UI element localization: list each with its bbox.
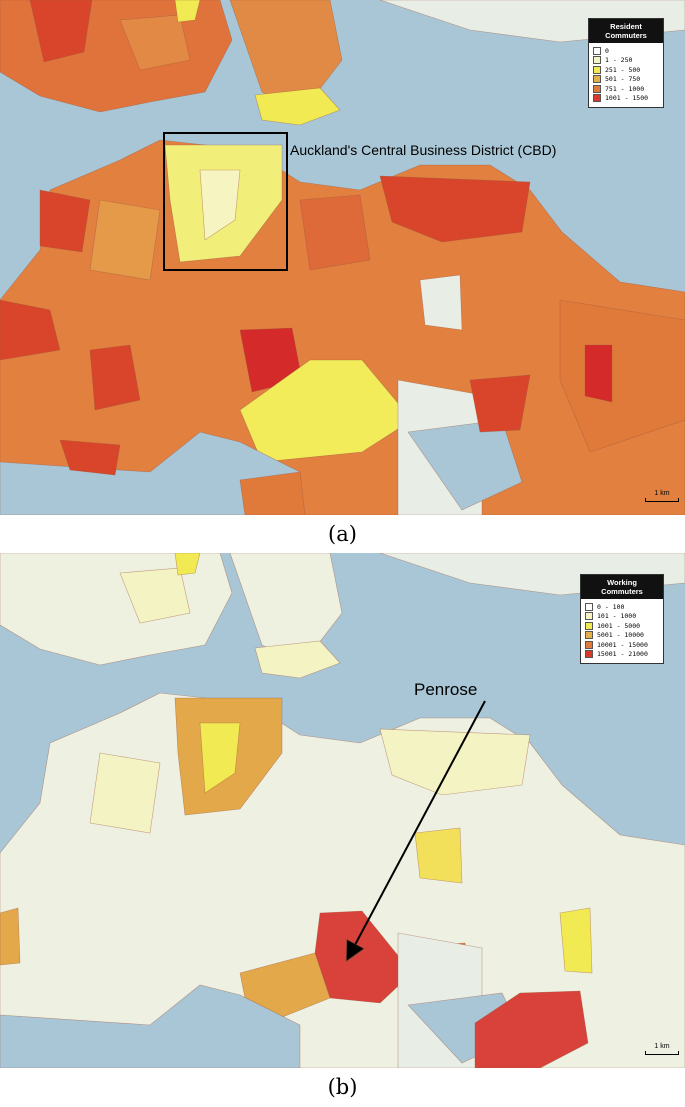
legend-item: 101 - 1000: [585, 612, 659, 622]
region: [254, 640, 341, 679]
region: [229, 553, 343, 666]
legend-swatch: [593, 75, 601, 84]
legend-label: 0: [605, 46, 609, 55]
region: [474, 990, 589, 1068]
legend-swatch: [593, 65, 601, 74]
region: [559, 299, 685, 453]
legend-items: 0 - 100 101 - 1000 1001 - 5000 5001 - 10000…: [581, 599, 663, 663]
region: [239, 471, 306, 515]
region: [299, 194, 371, 271]
sea: [407, 419, 523, 511]
legend-item: 0 - 100: [585, 602, 659, 612]
region: [414, 827, 463, 884]
caption: (a): [328, 522, 357, 546]
scale-line: [645, 1051, 679, 1055]
region: [199, 169, 241, 241]
legend-label: 15001 - 21000: [597, 650, 648, 659]
region: [379, 728, 531, 796]
legend-item: 0: [593, 46, 659, 56]
legend-label: 101 - 1000: [597, 612, 637, 621]
scale-line: [645, 498, 679, 502]
legend-item: 10001 - 15000: [585, 640, 659, 650]
legend-item: 751 - 1000: [593, 84, 659, 94]
region: [199, 722, 241, 794]
legend-swatch: [585, 631, 593, 640]
legend-item: 1001 - 5000: [585, 621, 659, 631]
legend-swatch: [585, 640, 593, 649]
map-b: [0, 553, 685, 1068]
region: [0, 692, 685, 1068]
cbd-annotation: Auckland's Central Business District (CB…: [290, 142, 557, 158]
region: [584, 344, 613, 403]
legend-title: Resident Commuters: [589, 19, 663, 43]
legend-swatch: [585, 612, 593, 621]
scale-label: 1 km: [654, 490, 670, 497]
region: [469, 374, 531, 433]
region: [119, 567, 191, 624]
scale-label: 1 km: [654, 1043, 670, 1050]
legend-swatch: [593, 56, 601, 65]
legend-label: 1001 - 1500: [605, 94, 649, 103]
region: [89, 752, 161, 834]
region: [89, 344, 141, 411]
sea: [0, 984, 301, 1068]
legend-swatch: [593, 94, 601, 103]
legend-label: 751 - 1000: [605, 84, 645, 93]
legend-swatch: [585, 650, 593, 659]
region: [239, 952, 331, 1019]
legend-item: 251 - 500: [593, 65, 659, 75]
legend-b: Working Commuters 0 - 100 101 - 1000 1001 …: [580, 574, 664, 664]
region: [39, 189, 91, 253]
region: [559, 907, 593, 974]
region: [174, 0, 201, 23]
region: [59, 439, 121, 476]
region: [379, 175, 531, 243]
legend-label: 10001 - 15000: [597, 640, 648, 649]
legend-item: 501 - 750: [593, 75, 659, 85]
scale-bar: 1 km: [645, 490, 679, 502]
legend-item: 15001 - 21000: [585, 650, 659, 660]
legend-label: 1001 - 5000: [597, 621, 641, 630]
sea: [0, 431, 301, 515]
legend-item: 5001 - 10000: [585, 631, 659, 641]
legend-item: 1001 - 1500: [593, 94, 659, 104]
legend-swatch: [585, 602, 593, 611]
land: [419, 274, 463, 331]
legend-swatch: [593, 84, 601, 93]
region: [229, 0, 343, 113]
region: [254, 87, 341, 126]
legend-item: 1 - 250: [593, 56, 659, 66]
legend-swatch: [585, 621, 593, 630]
legend-label: 501 - 750: [605, 75, 641, 84]
map-a: [0, 0, 685, 515]
penrose-annotation: Penrose: [414, 680, 478, 699]
cbd-box: [163, 132, 288, 271]
legend-label: 1 - 250: [605, 56, 633, 65]
legend-label: 5001 - 10000: [597, 631, 644, 640]
legend-label: 251 - 500: [605, 65, 641, 74]
caption: (b): [327, 1075, 358, 1099]
legend-title: Working Commuters: [581, 575, 663, 599]
region: [0, 907, 21, 966]
region: [119, 14, 191, 71]
region: [174, 553, 201, 576]
penrose-arrow: [348, 700, 486, 958]
region: [29, 0, 93, 63]
scale-bar: 1 km: [645, 1043, 679, 1055]
legend-label: 0 - 100: [597, 602, 625, 611]
legend-swatch: [593, 46, 601, 55]
region: [0, 299, 61, 361]
region: [89, 199, 161, 281]
